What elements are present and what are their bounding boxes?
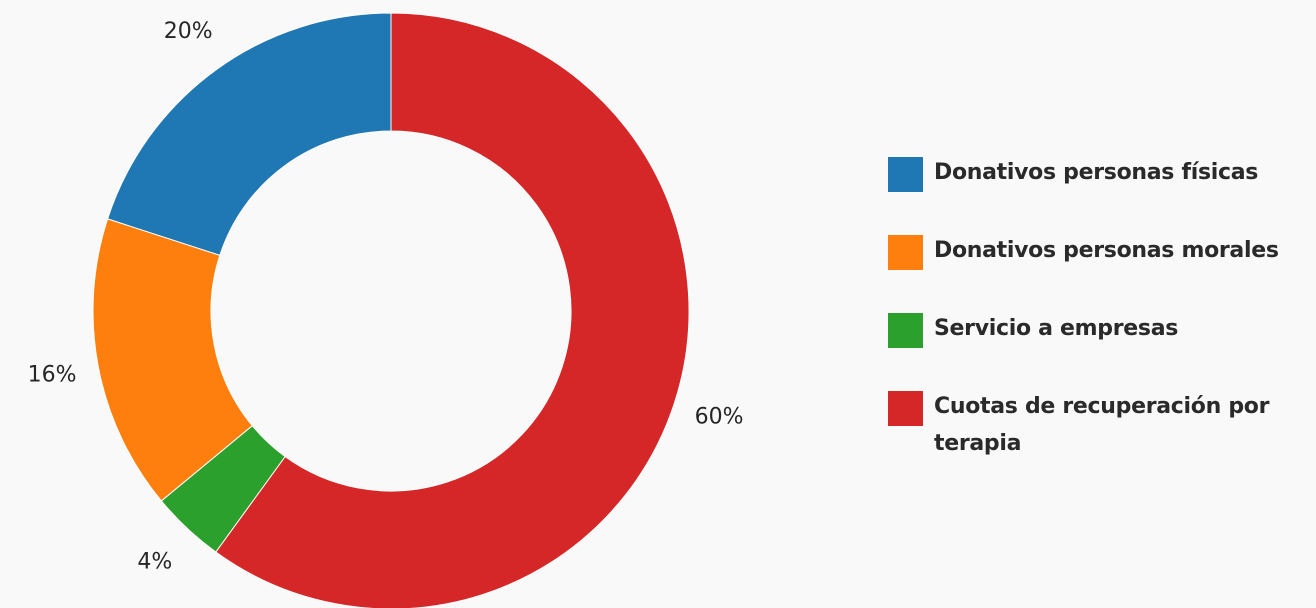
donut-slice-0 (106, 12, 392, 257)
legend-swatch (888, 157, 923, 192)
legend-label: Servicio a empresas (934, 316, 1179, 341)
slice-percent-label: 4% (137, 549, 172, 574)
donut-slice-3 (215, 12, 690, 608)
legend-label: Cuotas de recuperación por terapia (934, 394, 1270, 456)
slice-percent-label: 20% (164, 19, 213, 44)
legend-item-servicio-empresas: Servicio a empresas (888, 311, 1313, 348)
legend-swatch (888, 391, 923, 426)
legend: Donativos personas físicas Donativos per… (888, 155, 1313, 504)
legend-swatch (888, 235, 923, 270)
legend-label: Donativos personas físicas (934, 160, 1259, 185)
slice-percent-label: 60% (695, 405, 744, 430)
legend-item-cuotas-terapia: Cuotas de recuperación por terapia (888, 389, 1313, 463)
slice-percent-label: 16% (28, 363, 77, 388)
legend-label: Donativos personas morales (934, 238, 1279, 263)
legend-item-donativos-fisicas: Donativos personas físicas (888, 155, 1313, 192)
legend-swatch (888, 313, 923, 348)
legend-item-donativos-morales: Donativos personas morales (888, 233, 1313, 270)
